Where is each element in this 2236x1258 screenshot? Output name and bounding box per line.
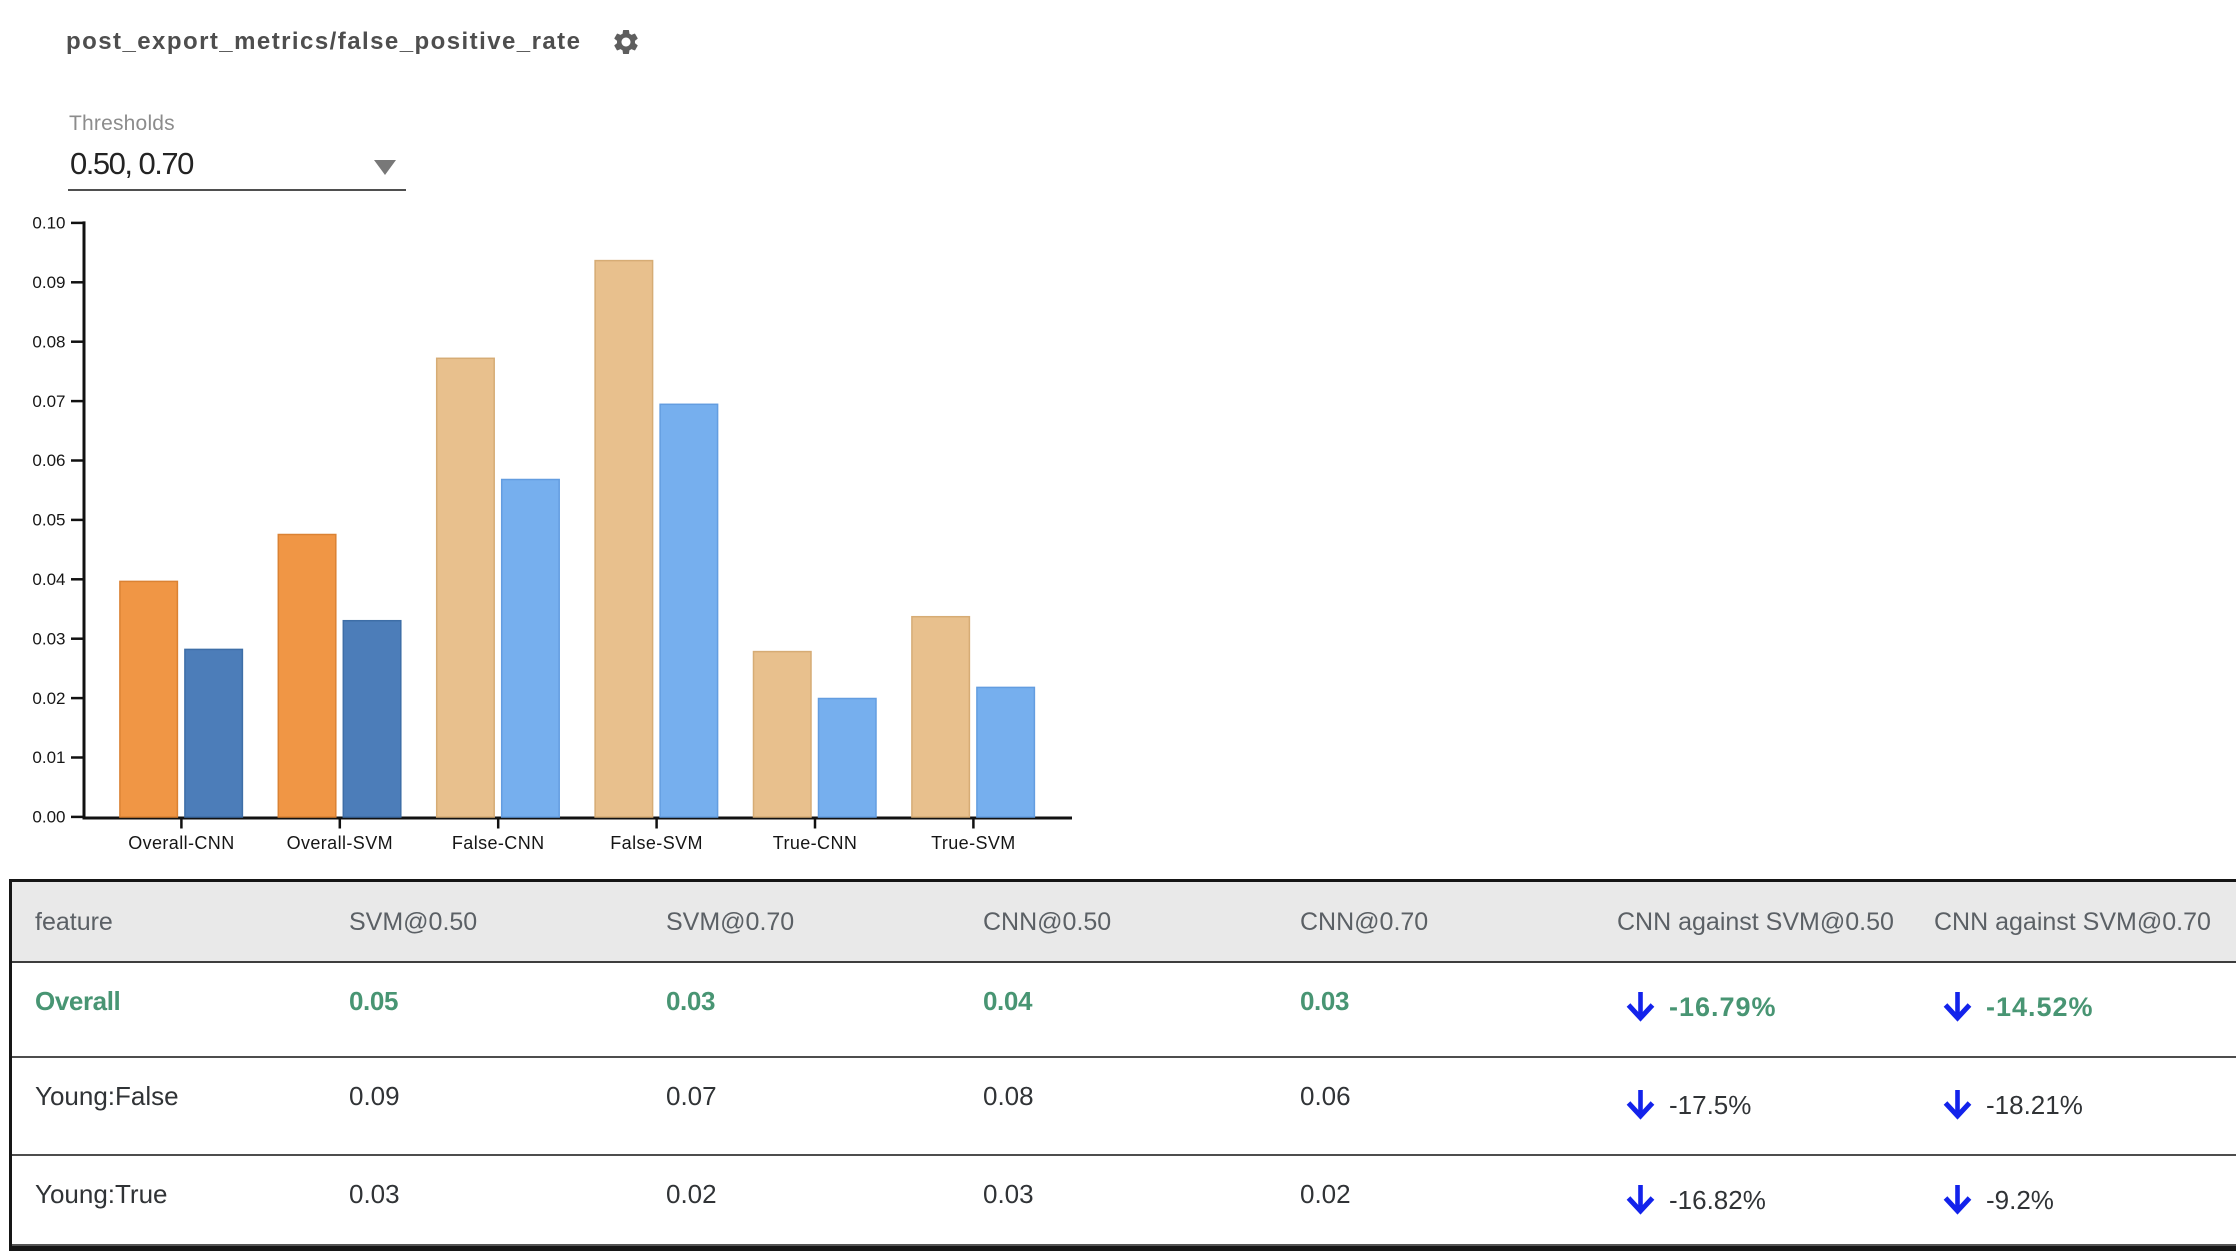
- svg-text:0.08: 0.08: [32, 332, 65, 351]
- svg-text:0.02: 0.02: [32, 689, 65, 708]
- svg-text:False-SVM: False-SVM: [610, 833, 703, 853]
- svg-text:True-SVM: True-SVM: [931, 833, 1016, 853]
- svg-text:0.01: 0.01: [32, 748, 65, 767]
- svg-text:0.03: 0.03: [32, 629, 65, 648]
- svg-text:0.10: 0.10: [32, 214, 65, 233]
- svg-text:False-CNN: False-CNN: [452, 833, 545, 853]
- svg-text:0.00: 0.00: [32, 808, 65, 827]
- svg-text:0.09: 0.09: [32, 273, 65, 292]
- svg-text:Overall-CNN: Overall-CNN: [128, 833, 234, 853]
- svg-text:Overall-SVM: Overall-SVM: [287, 833, 393, 853]
- svg-text:0.06: 0.06: [32, 451, 65, 470]
- svg-text:0.05: 0.05: [32, 511, 65, 530]
- svg-text:0.04: 0.04: [32, 570, 65, 589]
- svg-text:0.07: 0.07: [32, 392, 65, 411]
- svg-text:True-CNN: True-CNN: [773, 833, 858, 853]
